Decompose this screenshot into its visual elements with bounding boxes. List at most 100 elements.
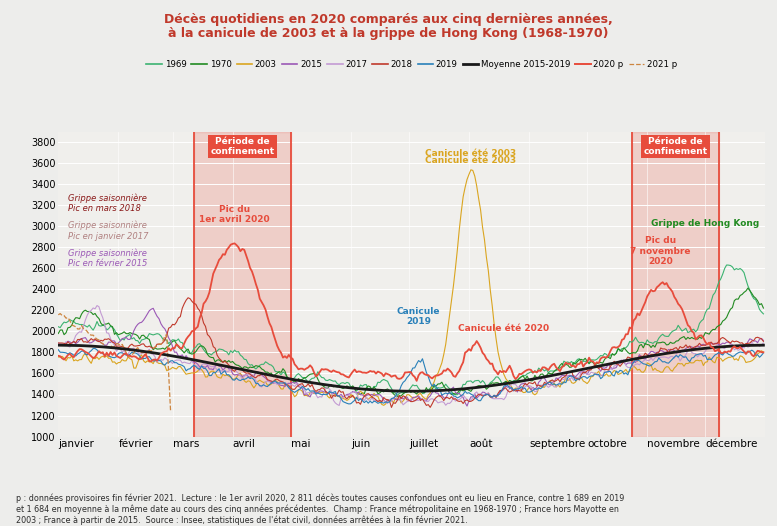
2019 xyxy=(90,346,99,352)
Line: Moyenne 2015-2019: Moyenne 2015-2019 xyxy=(58,345,764,391)
Line: 2015: 2015 xyxy=(58,308,764,406)
2020 p xyxy=(759,349,768,356)
2015 xyxy=(662,349,671,355)
2003 xyxy=(54,354,63,360)
Text: Période de
confinement: Période de confinement xyxy=(211,137,274,156)
Moyenne 2015-2019 xyxy=(759,342,768,348)
2018 xyxy=(183,295,193,301)
2017 xyxy=(662,355,671,361)
2015 xyxy=(759,337,768,343)
2015 xyxy=(730,343,739,349)
2021 p xyxy=(85,331,94,338)
Text: Grippe saisonnière
Pic en février 2015: Grippe saisonnière Pic en février 2015 xyxy=(68,248,148,268)
Bar xyxy=(194,132,291,437)
1970 xyxy=(660,339,669,346)
1970 xyxy=(392,393,402,400)
2019 xyxy=(730,353,739,359)
2019 xyxy=(204,372,214,379)
2017 xyxy=(338,394,347,401)
1969 xyxy=(203,351,212,357)
2021 p xyxy=(113,341,123,347)
2019 xyxy=(662,360,671,366)
2015 xyxy=(148,305,158,311)
2017 xyxy=(759,340,768,346)
Text: Grippe de Hong Kong: Grippe de Hong Kong xyxy=(651,219,760,228)
2019 xyxy=(344,401,354,407)
Line: 2017: 2017 xyxy=(58,306,764,406)
Moyenne 2015-2019 xyxy=(54,342,63,348)
2015 xyxy=(462,403,472,409)
1970 xyxy=(728,305,737,311)
2018 xyxy=(249,374,259,380)
2021 p xyxy=(166,409,176,416)
Line: 1969: 1969 xyxy=(58,265,764,396)
2003 xyxy=(466,167,476,173)
2017 xyxy=(730,347,739,353)
1969 xyxy=(54,323,63,330)
1970 xyxy=(247,365,256,371)
2019 xyxy=(759,350,768,356)
Moyenne 2015-2019 xyxy=(660,350,669,357)
2020 p xyxy=(730,343,739,349)
2003 xyxy=(247,382,256,388)
2021 p xyxy=(73,326,82,332)
2018 xyxy=(662,347,671,353)
2018 xyxy=(204,333,214,340)
1970 xyxy=(203,351,212,358)
Moyenne 2015-2019 xyxy=(247,368,256,375)
Text: Canicule été 2020: Canicule été 2020 xyxy=(458,325,549,333)
2003 xyxy=(759,349,768,355)
2018 xyxy=(759,338,768,345)
1970 xyxy=(744,285,753,291)
Text: p : données provisoires fin février 2021.  Lecture : le 1er avril 2020, 2 811 dé: p : données provisoires fin février 2021… xyxy=(16,494,624,525)
Line: 2019: 2019 xyxy=(58,349,764,404)
2017 xyxy=(204,363,214,369)
2015 xyxy=(340,392,350,399)
Line: 2021 p: 2021 p xyxy=(58,313,171,412)
Legend: 1969, 1970, 2003, 2015, 2017, 2018, 2019, Moyenne 2015-2019, 2020 p, 2021 p: 1969, 1970, 2003, 2015, 2017, 2018, 2019… xyxy=(143,56,681,73)
Moyenne 2015-2019 xyxy=(203,359,212,366)
Text: à la canicule de 2003 et à la grippe de Hong Kong (1968-1970): à la canicule de 2003 et à la grippe de … xyxy=(169,27,608,41)
1970 xyxy=(338,386,347,392)
2021 p xyxy=(59,312,68,319)
2003 xyxy=(338,396,347,402)
2019 xyxy=(340,399,350,406)
2020 p xyxy=(249,274,259,280)
2020 p xyxy=(336,371,346,378)
2020 p xyxy=(340,373,350,379)
2015 xyxy=(249,373,259,379)
Line: 2018: 2018 xyxy=(58,298,764,408)
Moyenne 2015-2019 xyxy=(406,388,416,394)
2018 xyxy=(387,404,396,411)
Line: 1970: 1970 xyxy=(58,288,764,397)
2020 p xyxy=(412,378,421,384)
1969 xyxy=(730,267,739,273)
1969 xyxy=(335,381,344,388)
1970 xyxy=(335,382,344,389)
1969 xyxy=(247,361,256,368)
2003 xyxy=(730,357,739,363)
2018 xyxy=(54,340,63,346)
2021 p xyxy=(67,322,76,328)
Text: Canicule été 2003: Canicule été 2003 xyxy=(425,149,517,158)
2003 xyxy=(203,373,212,380)
Text: Canicule été 2003: Canicule été 2003 xyxy=(425,156,517,165)
Bar xyxy=(632,132,719,437)
2019 xyxy=(54,347,63,353)
2015 xyxy=(204,366,214,372)
2021 p xyxy=(55,310,64,317)
2019 xyxy=(249,377,259,383)
2017 xyxy=(342,392,351,399)
1969 xyxy=(660,333,669,339)
2019 xyxy=(336,396,346,402)
2017 xyxy=(335,402,344,409)
Text: Pic du
7 novembre
2020: Pic du 7 novembre 2020 xyxy=(630,236,691,266)
Line: 2020 p: 2020 p xyxy=(58,244,764,381)
2017 xyxy=(249,373,259,379)
2020 p xyxy=(230,240,239,247)
Text: Période de
confinement: Période de confinement xyxy=(643,137,707,156)
1969 xyxy=(392,392,402,399)
2015 xyxy=(54,341,63,348)
2018 xyxy=(340,394,350,400)
2017 xyxy=(54,340,63,346)
